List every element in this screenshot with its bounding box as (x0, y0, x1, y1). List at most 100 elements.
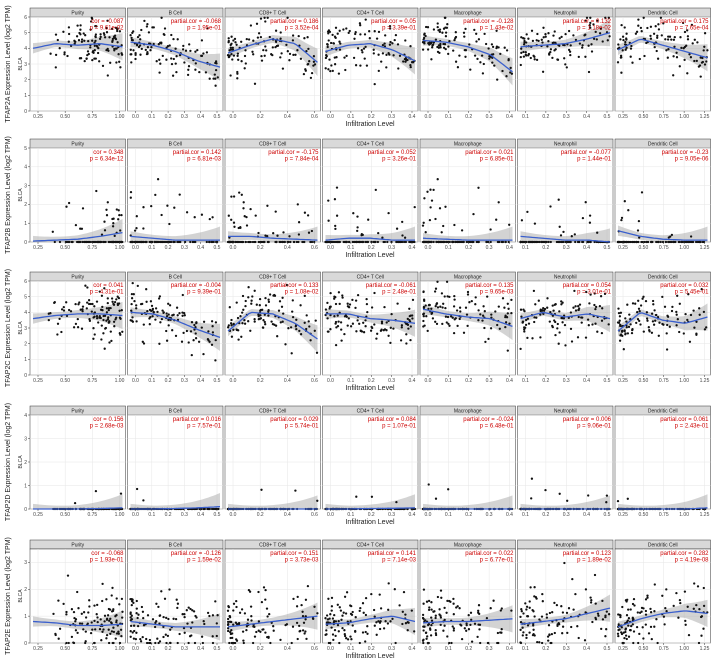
data-point (186, 73, 190, 77)
data-point (544, 488, 547, 492)
data-point (652, 32, 656, 35)
data-point (558, 331, 561, 334)
data-point (130, 319, 134, 322)
data-point (336, 603, 339, 606)
data-point (89, 20, 93, 23)
data-point (478, 628, 481, 631)
data-point (73, 42, 76, 45)
data-point (117, 296, 121, 300)
x-tick-label: 1.00 (115, 646, 125, 652)
data-point (145, 637, 148, 641)
data-point (486, 641, 490, 645)
data-point (252, 53, 255, 56)
data-point (235, 599, 238, 603)
data-point (103, 620, 106, 623)
data-point (241, 311, 244, 314)
fit-line (617, 312, 708, 332)
correlation-value: partial.cor = 0.175 (660, 19, 709, 25)
data-point (235, 605, 238, 609)
data-point (102, 332, 105, 335)
data-point (388, 27, 392, 30)
data-point (497, 641, 500, 645)
data-point (269, 641, 272, 645)
confidence-band (618, 599, 708, 633)
data-point (386, 622, 390, 625)
data-point (567, 29, 571, 33)
data-point (165, 314, 169, 318)
data-point (162, 615, 165, 619)
data-point (686, 29, 689, 32)
data-point (84, 284, 87, 287)
data-point (393, 38, 396, 42)
data-point (589, 21, 592, 25)
data-point (428, 303, 431, 307)
p-label: p = (187, 26, 197, 32)
data-point (594, 307, 597, 311)
data-point (301, 610, 304, 613)
data-point (441, 322, 444, 326)
data-point (65, 641, 68, 645)
confidence-band (618, 35, 708, 72)
data-point (113, 300, 117, 304)
data-point (358, 240, 361, 244)
data-point (331, 69, 334, 73)
data-point (479, 641, 482, 645)
data-point (526, 615, 529, 618)
data-point (591, 620, 594, 624)
data-point (129, 612, 132, 616)
data-point (325, 629, 328, 632)
data-point (438, 207, 442, 210)
data-point (335, 326, 338, 329)
data-point (698, 608, 701, 611)
data-point (358, 22, 362, 25)
fit-line (422, 618, 513, 624)
x-tick-label: 0.2 (542, 646, 549, 652)
data-point (605, 494, 609, 497)
data-point (130, 240, 133, 244)
fit-line (520, 235, 611, 243)
correlation-number: 0.141 (401, 551, 417, 557)
correlation-value: partial.cor = 0.054 (563, 283, 612, 289)
data-point (644, 299, 648, 303)
data-point (528, 606, 531, 609)
x-tick-label: 0.0 (132, 245, 139, 251)
data-point (134, 53, 137, 57)
data-point (576, 625, 579, 628)
data-point (194, 614, 197, 618)
p-value: p = 1.89e-02 (577, 558, 612, 564)
data-point (232, 328, 235, 331)
data-point (643, 54, 646, 58)
data-point (114, 47, 117, 50)
x-tick-label: 0.4 (409, 646, 416, 652)
data-point (451, 625, 454, 628)
data-point (491, 61, 494, 64)
data-point (145, 52, 149, 56)
p-number: 9.65e-03 (490, 290, 514, 296)
data-point (543, 307, 547, 311)
data-point (616, 61, 620, 64)
data-point (226, 54, 230, 57)
correlation-label: partial.cor (563, 417, 589, 423)
data-point (232, 623, 235, 626)
correlation-label: partial.cor (368, 150, 394, 156)
fit-line (130, 235, 220, 241)
data-point (232, 609, 235, 612)
p-number: 1.43e-02 (490, 26, 514, 32)
data-point (176, 38, 179, 41)
p-number: 6.48e-01 (490, 424, 514, 430)
data-point (436, 45, 439, 49)
confidence-band (325, 39, 415, 75)
data-point (107, 316, 110, 319)
p-value: p = 3.26e-01 (382, 157, 417, 163)
data-point (452, 49, 455, 52)
data-point (426, 635, 429, 638)
data-point (87, 299, 91, 302)
data-point (115, 61, 118, 64)
data-point (436, 178, 439, 181)
x-tick-label: 0.2 (465, 114, 472, 120)
data-point (649, 37, 653, 40)
data-point (532, 54, 535, 57)
data-point (489, 55, 492, 58)
data-point (477, 309, 480, 312)
data-point (257, 629, 260, 632)
